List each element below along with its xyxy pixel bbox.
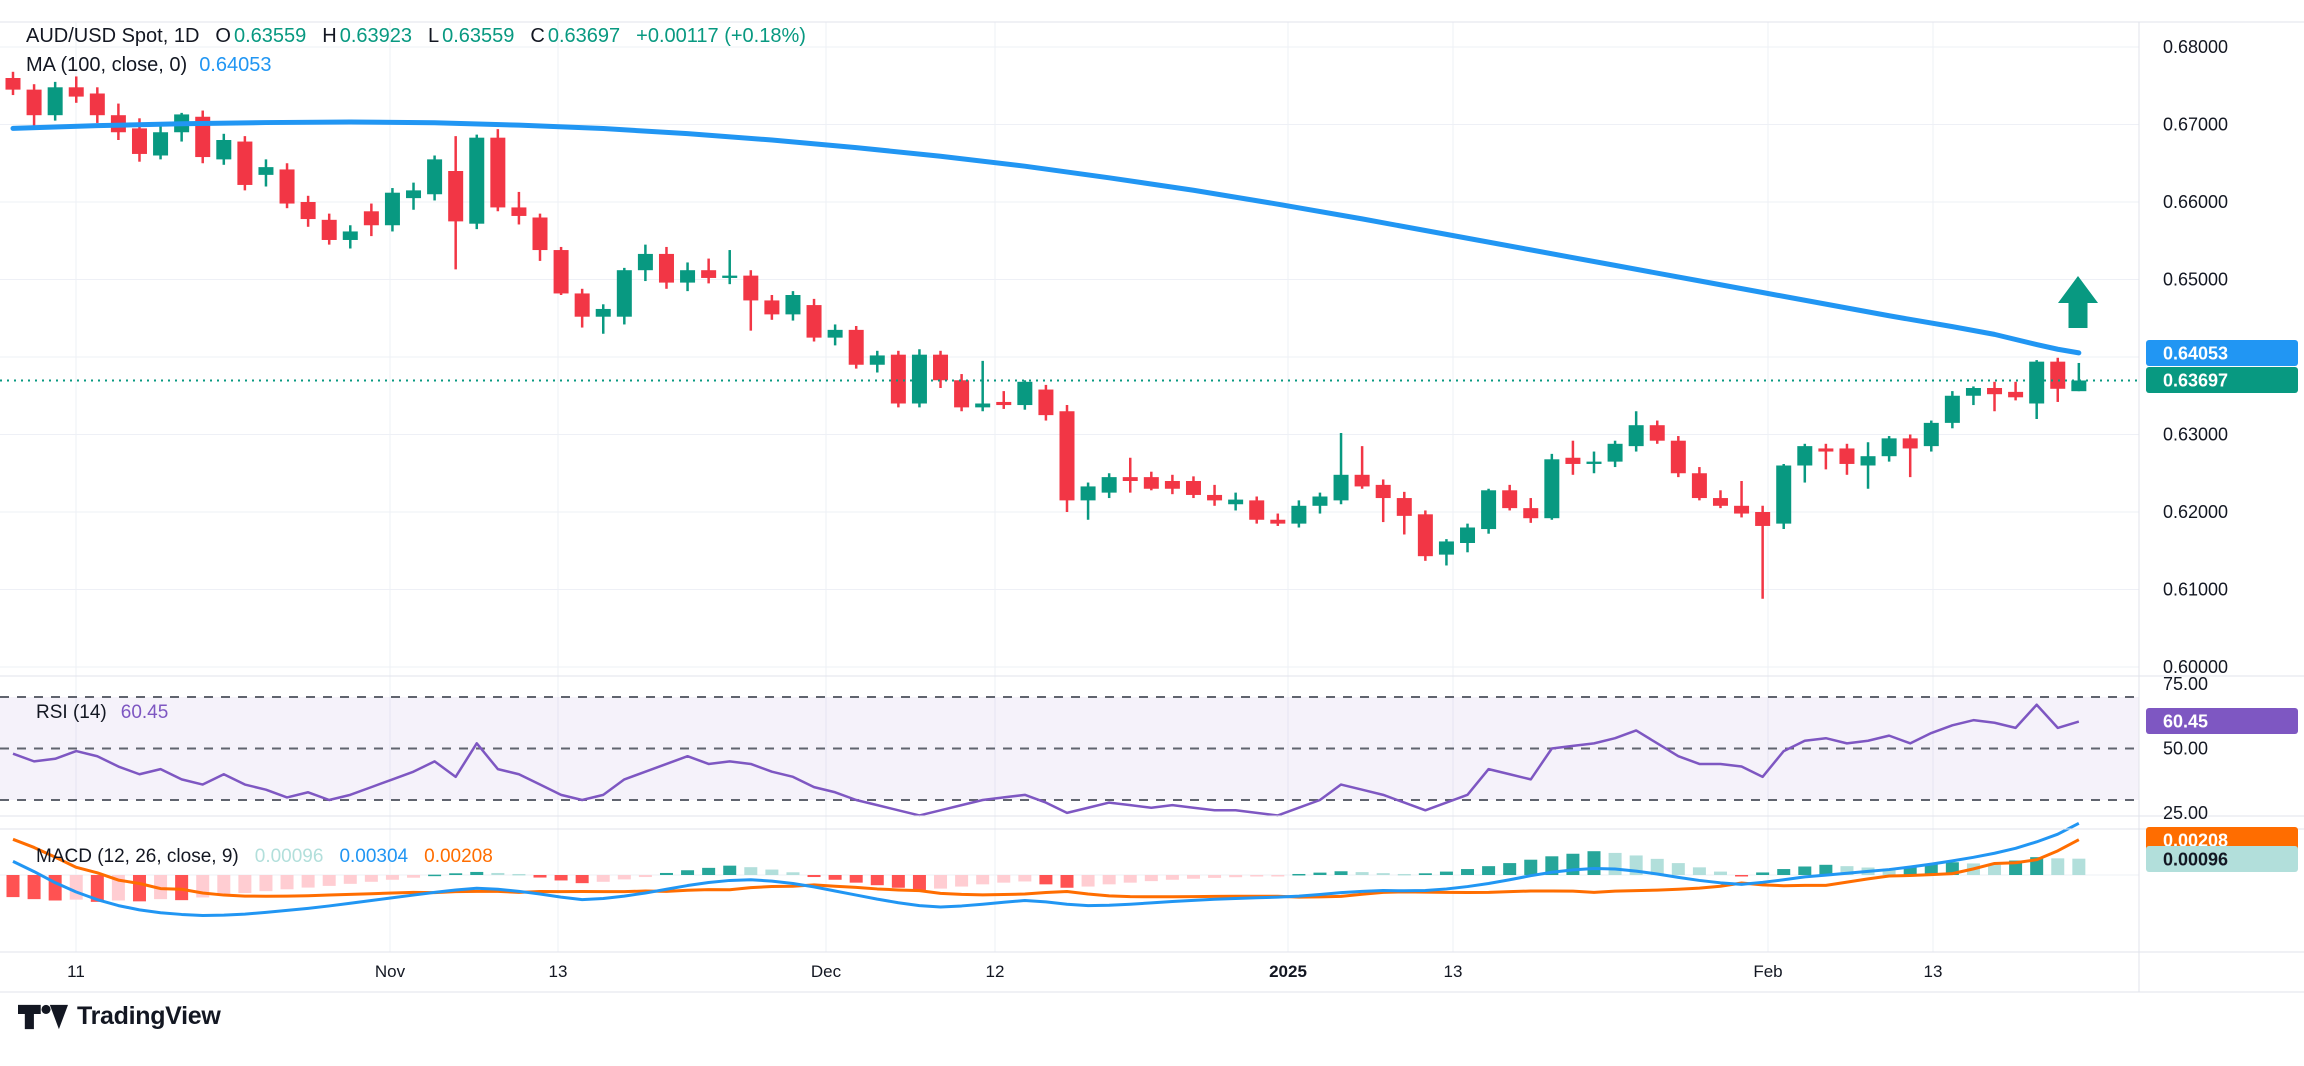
- svg-text:0.00208: 0.00208: [2163, 831, 2228, 851]
- svg-text:2025: 2025: [1269, 962, 1307, 981]
- low-value: 0.63559: [442, 25, 515, 47]
- candlestick-series[interactable]: [5, 71, 2087, 599]
- svg-text:13: 13: [1924, 962, 1943, 981]
- svg-text:0.63697: 0.63697: [2163, 371, 2228, 391]
- main-legend: AUD/USD Spot, 1D O 0.63559 H 0.63923 L 0.63559…: [26, 22, 806, 80]
- rsi-legend-row[interactable]: RSI (14) 60.45: [36, 702, 168, 724]
- symbol-legend-row[interactable]: AUD/USD Spot, 1D O 0.63559 H 0.63923 L 0.63559…: [26, 22, 806, 51]
- time-axis[interactable]: [0, 952, 2139, 992]
- svg-text:0.66000: 0.66000: [2163, 192, 2228, 212]
- macd-label[interactable]: MACD (12, 26, close, 9): [36, 846, 239, 867]
- svg-text:50.00: 50.00: [2163, 739, 2208, 759]
- svg-text:60.45: 60.45: [2163, 712, 2208, 732]
- ma-line: [0, 119, 2139, 382]
- svg-text:Feb: Feb: [1753, 962, 1782, 981]
- rsi-band: [0, 696, 2139, 801]
- rsi-label[interactable]: RSI (14): [36, 702, 107, 723]
- svg-text:Dec: Dec: [811, 962, 842, 981]
- svg-text:0.68000: 0.68000: [2163, 37, 2228, 57]
- ma-label[interactable]: MA (100, close, 0): [26, 54, 188, 76]
- up-arrow-marker: [2058, 276, 2098, 328]
- svg-text:12: 12: [986, 962, 1005, 981]
- svg-text:0.67000: 0.67000: [2163, 115, 2228, 135]
- ma-value: 0.64053: [199, 54, 272, 76]
- macd-signal-value: 0.00208: [424, 846, 493, 867]
- macd-line-value: 0.00304: [339, 846, 409, 867]
- low-label: L: [428, 25, 440, 47]
- tradingview-logo-icon: [18, 1004, 68, 1029]
- svg-text:0.62000: 0.62000: [2163, 502, 2228, 522]
- rsi-pane[interactable]: [0, 676, 2139, 816]
- macd-lines: [12, 821, 2080, 917]
- svg-text:0.65000: 0.65000: [2163, 270, 2228, 290]
- rsi-line: [12, 703, 2080, 817]
- svg-text:Nov: Nov: [375, 962, 406, 981]
- close-value: 0.63697: [547, 25, 621, 47]
- svg-text:0.64053: 0.64053: [2163, 344, 2228, 364]
- svg-text:0.60000: 0.60000: [2163, 657, 2228, 677]
- brand-name: TradingView: [77, 1002, 221, 1030]
- high-label: H: [322, 25, 337, 47]
- svg-text:13: 13: [549, 962, 568, 981]
- pane-separators: [0, 21, 2304, 993]
- svg-text:0.61000: 0.61000: [2163, 580, 2228, 600]
- tradingview-brand[interactable]: TradingView: [18, 1002, 221, 1031]
- svg-text:25.00: 25.00: [2163, 803, 2208, 823]
- rsi-value: 60.45: [120, 702, 169, 723]
- svg-text:0.00096: 0.00096: [2163, 850, 2228, 870]
- price-pane[interactable]: [0, 22, 2139, 676]
- change-value: +0.00117 (+0.18%): [636, 25, 806, 47]
- open-label: O: [215, 25, 231, 47]
- svg-text:75.00: 75.00: [2163, 674, 2208, 694]
- symbol-title[interactable]: AUD/USD Spot, 1D: [26, 25, 200, 47]
- macd-legend-row[interactable]: MACD (12, 26, close, 9) 0.00096 0.00304 0.0…: [36, 846, 493, 868]
- svg-text:13: 13: [1444, 962, 1463, 981]
- svg-text:0.63000: 0.63000: [2163, 425, 2228, 445]
- ma-legend-row[interactable]: MA (100, close, 0) 0.64053: [26, 51, 806, 80]
- macd-hist-value: 0.00096: [254, 846, 324, 867]
- open-value: 0.63559: [233, 25, 307, 47]
- close-label: C: [530, 25, 545, 47]
- svg-text:11: 11: [67, 962, 85, 981]
- price-axis[interactable]: [2139, 22, 2304, 952]
- high-value: 0.63923: [339, 25, 412, 47]
